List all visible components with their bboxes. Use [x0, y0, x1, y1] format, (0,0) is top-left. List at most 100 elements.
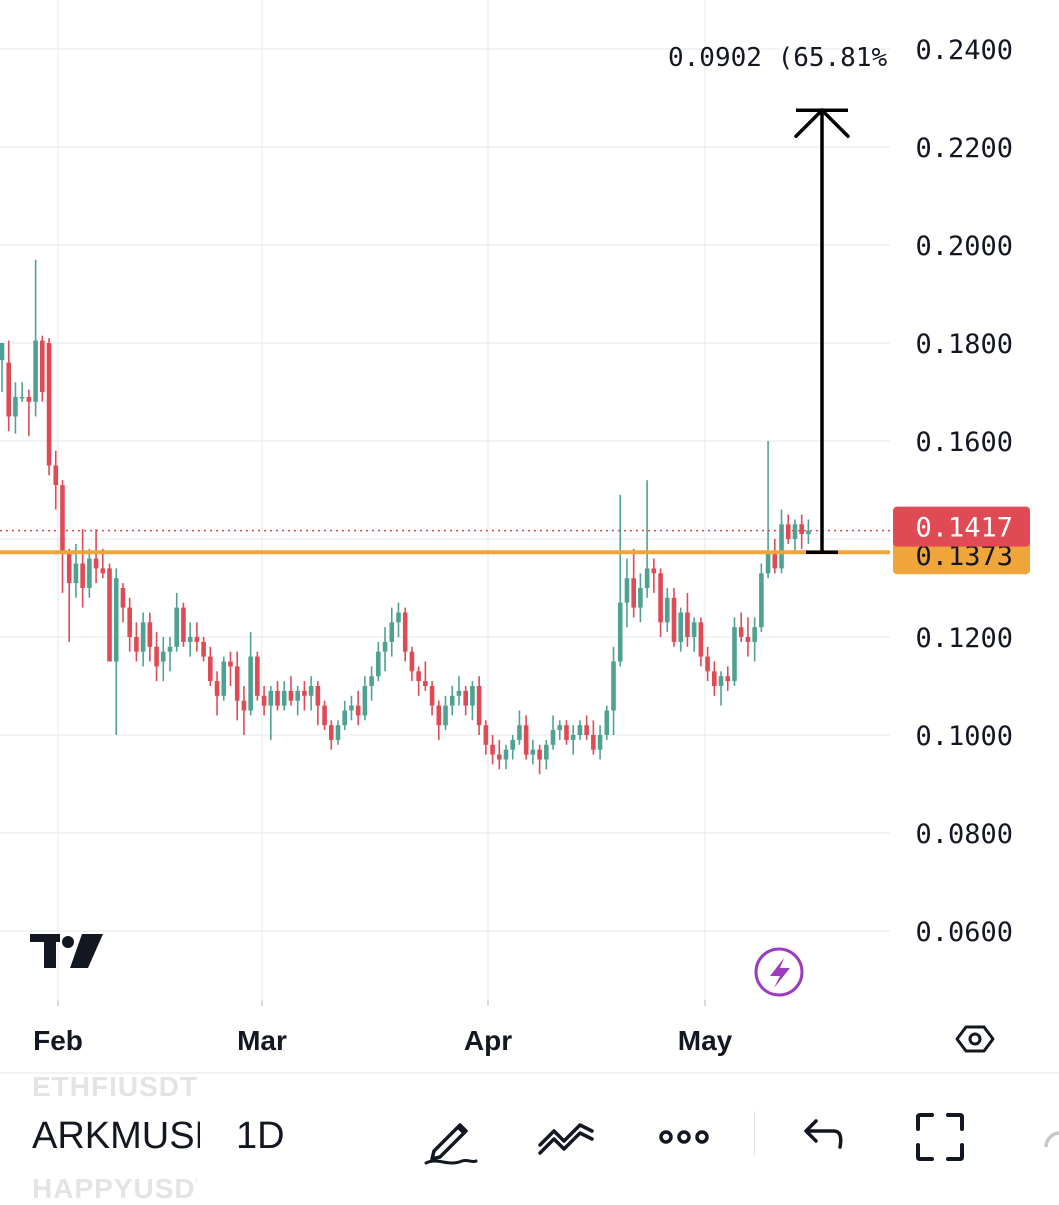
- candle: [396, 602, 401, 637]
- candle-body: [416, 671, 421, 682]
- svg-text:0.1417: 0.1417: [915, 513, 1013, 544]
- candle-body: [792, 524, 798, 539]
- measure-arrow[interactable]: [794, 107, 850, 554]
- candle-body: [93, 558, 99, 569]
- candle-body: [6, 362, 12, 417]
- candle-body: [187, 637, 193, 642]
- candle-body: [60, 485, 65, 554]
- previous-symbol[interactable]: ETHFIUSDT: [32, 1071, 197, 1102]
- trend-line-icon[interactable]: [534, 1105, 598, 1169]
- undo-icon[interactable]: [790, 1105, 854, 1169]
- candle: [295, 686, 300, 716]
- candle: [87, 548, 92, 598]
- candle: [335, 720, 341, 745]
- candle: [402, 607, 408, 662]
- candle-body: [147, 622, 153, 647]
- candle-body: [765, 553, 771, 574]
- candle-body: [66, 553, 72, 584]
- candle: [517, 710, 522, 745]
- candle: [638, 573, 643, 623]
- candle: [33, 259, 38, 417]
- more-icon[interactable]: [652, 1105, 716, 1169]
- candle-body: [604, 710, 610, 735]
- price-chart[interactable]: 0.0902 (65.81% 0.2400 0.2200 0.2000 0.1800 0…: [0, 0, 1059, 1075]
- candle: [409, 646, 415, 682]
- candle: [772, 539, 778, 574]
- candle: [712, 661, 717, 696]
- candle: [685, 592, 690, 647]
- lightning-icon[interactable]: [754, 947, 804, 997]
- fullscreen-icon[interactable]: [908, 1105, 972, 1169]
- candle: [26, 389, 32, 437]
- candle-body: [396, 612, 401, 623]
- candle: [53, 450, 59, 510]
- candle-body: [577, 725, 583, 735]
- candle-body: [369, 676, 374, 686]
- candle: [6, 340, 12, 432]
- candle: [302, 681, 307, 711]
- candle: [416, 666, 421, 696]
- candle: [308, 676, 314, 711]
- candle-body: [134, 637, 139, 652]
- candle: [0, 343, 5, 392]
- candle: [456, 676, 462, 706]
- candle: [752, 617, 757, 662]
- candle: [201, 637, 206, 662]
- axis-mask: [893, 35, 913, 75]
- candle: [140, 612, 146, 667]
- bottom-toolbar: ETHFIUSDT ARKMUSDT HAPPYUSDT 1D: [0, 1071, 1059, 1204]
- candle-body: [564, 725, 569, 740]
- candle: [154, 632, 159, 682]
- candle: [664, 588, 670, 633]
- candle-body: [617, 602, 623, 662]
- candle: [167, 637, 173, 672]
- candle: [93, 529, 99, 584]
- next-symbol[interactable]: HAPPYUSDT: [32, 1173, 197, 1204]
- candle-body: [382, 641, 388, 652]
- candle-body: [712, 671, 717, 686]
- candle-body: [443, 705, 448, 726]
- candle: [530, 739, 536, 765]
- candle: [678, 607, 684, 652]
- interval-button[interactable]: 1D: [236, 1115, 285, 1157]
- candle-body: [705, 656, 710, 672]
- candle: [315, 681, 321, 726]
- candle-body: [140, 622, 146, 652]
- candle-body: [537, 749, 542, 760]
- candle: [194, 622, 200, 652]
- candle: [234, 651, 240, 721]
- candle: [66, 548, 72, 642]
- candle-body: [362, 686, 368, 716]
- candle-body: [120, 588, 126, 608]
- candle: [759, 563, 764, 633]
- candle: [429, 681, 435, 716]
- candle: [46, 338, 52, 476]
- candle-body: [73, 563, 79, 584]
- x-tick-label: Apr: [464, 1025, 512, 1056]
- candle: [13, 382, 18, 434]
- candle: [564, 720, 569, 745]
- symbol-button[interactable]: ARKMUSDT: [32, 1115, 200, 1157]
- candle: [570, 725, 576, 755]
- candle-body: [806, 530, 811, 535]
- settings-icon[interactable]: [955, 1025, 995, 1053]
- candle: [644, 480, 650, 598]
- overflow-icon[interactable]: [1040, 1105, 1059, 1169]
- candle: [490, 735, 495, 765]
- candle: [187, 622, 193, 657]
- candle: [785, 514, 791, 544]
- pencil-icon[interactable]: [418, 1105, 482, 1169]
- candle: [658, 568, 663, 637]
- tradingview-logo[interactable]: [30, 934, 103, 968]
- candle: [349, 695, 354, 721]
- candle: [443, 695, 448, 731]
- y-tick-label: 0.1000: [915, 721, 1013, 752]
- candle: [19, 382, 25, 402]
- candle-body: [40, 340, 45, 392]
- candle: [107, 563, 112, 662]
- candle-body: [53, 465, 59, 486]
- y-tick-label: 0.0800: [915, 819, 1013, 850]
- candle: [745, 617, 751, 657]
- chart-canvas[interactable]: 0.0902 (65.81% 0.2400 0.2200 0.2000 0.1800 0…: [0, 0, 1059, 1075]
- candle: [591, 720, 596, 755]
